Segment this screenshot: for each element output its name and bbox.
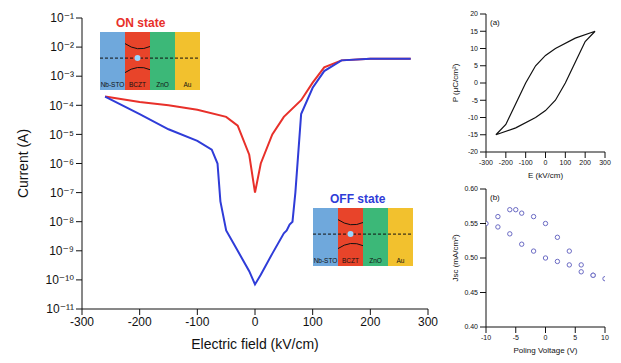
svg-text:ZnO: ZnO (156, 81, 169, 88)
svg-text:-15: -15 (468, 131, 478, 138)
svg-text:0: 0 (544, 159, 548, 166)
svg-text:Nb-STO: Nb-STO (314, 257, 338, 264)
svg-text:100: 100 (303, 315, 323, 329)
svg-text:Nb-STO: Nb-STO (101, 81, 125, 88)
svg-text:0.60: 0.60 (464, 185, 478, 192)
svg-text:Jsc (mA/cm²): Jsc (mA/cm²) (451, 234, 460, 281)
svg-text:0: 0 (544, 334, 548, 341)
svg-text:20: 20 (470, 10, 478, 17)
svg-text:0.50: 0.50 (464, 254, 478, 261)
svg-text:10: 10 (470, 45, 478, 52)
svg-text:Electric field (kV/cm): Electric field (kV/cm) (191, 336, 319, 352)
html-text:ON state: ON state (116, 16, 166, 30)
svg-text:0.55: 0.55 (464, 220, 478, 227)
svg-text:-5: -5 (513, 334, 519, 341)
svg-text:10⁻³: 10⁻³ (50, 69, 74, 83)
svg-text:5: 5 (573, 334, 577, 341)
svg-text:-200: -200 (499, 159, 513, 166)
svg-text:200: 200 (579, 159, 591, 166)
svg-text:5: 5 (474, 62, 478, 69)
svg-text:-100: -100 (185, 315, 209, 329)
svg-text:-5: -5 (472, 97, 478, 104)
html-text:OFF state: OFF state (330, 192, 386, 206)
svg-text:10⁻⁴: 10⁻⁴ (49, 99, 74, 113)
svg-text:10⁻²: 10⁻² (50, 40, 74, 54)
svg-text:-200: -200 (128, 315, 152, 329)
svg-text:10⁻¹⁰: 10⁻¹⁰ (46, 273, 75, 287)
svg-text:10: 10 (601, 334, 609, 341)
svg-text:0: 0 (252, 315, 259, 329)
svg-text:BCZT: BCZT (342, 257, 359, 264)
svg-text:BCZT: BCZT (129, 81, 146, 88)
svg-text:-300: -300 (479, 159, 493, 166)
svg-text:-10: -10 (481, 334, 491, 341)
svg-text:10⁻¹¹: 10⁻¹¹ (46, 302, 74, 316)
svg-text:10⁻⁶: 10⁻⁶ (49, 157, 74, 171)
html-text:(b): (b) (490, 193, 500, 202)
svg-text:ZnO: ZnO (369, 257, 382, 264)
svg-text:300: 300 (418, 315, 438, 329)
svg-text:-300: -300 (70, 315, 94, 329)
svg-text:Au: Au (184, 81, 192, 88)
svg-text:200: 200 (360, 315, 380, 329)
svg-text:10⁻⁷: 10⁻⁷ (50, 186, 74, 200)
svg-text:10⁻⁵: 10⁻⁵ (49, 128, 74, 142)
svg-text:-10: -10 (468, 114, 478, 121)
svg-text:300: 300 (599, 159, 611, 166)
svg-text:0.40: 0.40 (464, 323, 478, 330)
svg-text:Poling Voltage (V): Poling Voltage (V) (513, 346, 577, 355)
svg-text:10⁻⁸: 10⁻⁸ (49, 215, 74, 229)
svg-text:100: 100 (559, 159, 571, 166)
svg-text:Au: Au (397, 257, 405, 264)
svg-text:0.45: 0.45 (464, 289, 478, 296)
html-text:(a): (a) (490, 18, 500, 27)
svg-text:-100: -100 (519, 159, 533, 166)
svg-text:15: 15 (470, 28, 478, 35)
svg-text:10⁻¹: 10⁻¹ (50, 11, 74, 25)
svg-text:E (kV/cm): E (kV/cm) (528, 171, 563, 180)
svg-text:P (μC/cm²): P (μC/cm²) (451, 63, 460, 102)
svg-text:10⁻⁹: 10⁻⁹ (49, 244, 74, 258)
svg-text:Current (A): Current (A) (15, 129, 31, 198)
svg-text:0: 0 (474, 79, 478, 86)
svg-text:-20: -20 (468, 148, 478, 155)
